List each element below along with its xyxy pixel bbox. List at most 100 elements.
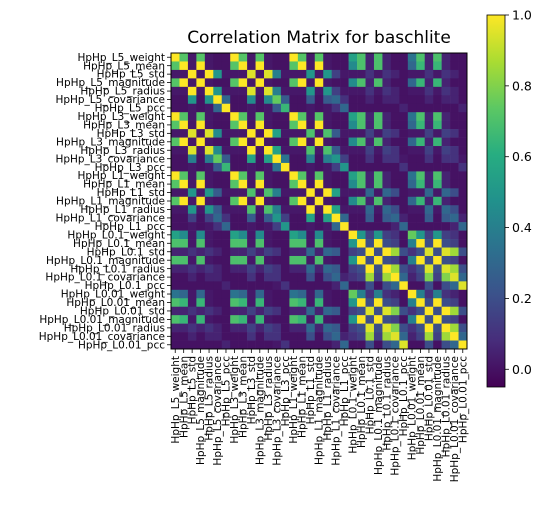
heatmap-cell bbox=[213, 213, 223, 223]
heatmap-cell bbox=[373, 129, 383, 138]
heatmap-cell bbox=[399, 95, 409, 105]
heatmap-cell bbox=[297, 154, 307, 164]
y-tick-label: HpHp_L3_magnitude bbox=[56, 136, 165, 148]
heatmap-cell bbox=[289, 146, 299, 155]
heatmap-cell bbox=[348, 95, 358, 105]
heatmap-cell bbox=[458, 222, 468, 231]
heatmap-cell bbox=[289, 272, 299, 282]
heatmap-cell bbox=[340, 95, 349, 105]
heatmap-cell bbox=[331, 332, 341, 341]
y-tick-label: HpHp_L0.01_pcc bbox=[78, 339, 165, 351]
heatmap-cell bbox=[416, 146, 426, 155]
heatmap-cell bbox=[382, 146, 392, 155]
heatmap-cell bbox=[373, 205, 383, 214]
heatmap-cell bbox=[399, 112, 409, 121]
heatmap-cell bbox=[382, 137, 392, 147]
heatmap-cell bbox=[238, 281, 248, 291]
heatmap-cell bbox=[348, 112, 358, 121]
heatmap-cell bbox=[171, 264, 180, 274]
heatmap-cell bbox=[280, 340, 290, 350]
heatmap-cell bbox=[196, 306, 206, 316]
heatmap-cell bbox=[433, 69, 442, 79]
heatmap-cell bbox=[247, 95, 256, 105]
heatmap-cell bbox=[433, 61, 442, 71]
heatmap-cell bbox=[441, 272, 451, 282]
heatmap-cell bbox=[213, 247, 223, 257]
heatmap-cell bbox=[289, 86, 299, 96]
heatmap-cell bbox=[314, 95, 324, 105]
heatmap-cell bbox=[407, 272, 417, 282]
heatmap-cell bbox=[399, 230, 409, 240]
heatmap-cell bbox=[280, 137, 290, 147]
heatmap-cell bbox=[458, 340, 468, 350]
heatmap-cell bbox=[390, 53, 400, 62]
heatmap-cell bbox=[382, 222, 392, 231]
heatmap-cell bbox=[382, 255, 392, 265]
heatmap-cell bbox=[171, 272, 180, 282]
heatmap-cell bbox=[314, 86, 324, 96]
heatmap-cell bbox=[331, 306, 341, 316]
heatmap-cell bbox=[314, 137, 324, 147]
heatmap-cell bbox=[306, 281, 316, 291]
heatmap-cell bbox=[272, 315, 282, 324]
heatmap-cell bbox=[196, 53, 206, 62]
heatmap-cell bbox=[280, 239, 290, 248]
heatmap-cell bbox=[272, 205, 282, 214]
heatmap-cell bbox=[458, 306, 468, 316]
heatmap-cell bbox=[399, 78, 409, 88]
heatmap-cell bbox=[230, 129, 239, 138]
heatmap-cell bbox=[179, 332, 189, 341]
heatmap-cell bbox=[390, 205, 400, 214]
heatmap-cell bbox=[441, 213, 451, 223]
heatmap-cell bbox=[450, 120, 459, 130]
heatmap-cell bbox=[221, 120, 231, 130]
y-tick-label: HpHp_L5_mean bbox=[83, 60, 165, 72]
x-tick-label: HpHp_L1_mean bbox=[297, 356, 309, 438]
heatmap-cell bbox=[297, 120, 307, 130]
heatmap-cell bbox=[399, 179, 409, 189]
heatmap-cell bbox=[373, 171, 383, 181]
heatmap-cell bbox=[416, 61, 426, 71]
heatmap-cell bbox=[264, 95, 273, 105]
heatmap-cell bbox=[179, 255, 189, 265]
heatmap-cell bbox=[264, 196, 273, 206]
heatmap-cell bbox=[247, 289, 256, 299]
heatmap-cell bbox=[441, 120, 451, 130]
heatmap-cell bbox=[179, 146, 189, 155]
heatmap-cell bbox=[331, 171, 341, 181]
heatmap-cell bbox=[399, 239, 409, 248]
heatmap-cell bbox=[272, 213, 282, 223]
colorbar-tick-label: 0.8 bbox=[512, 78, 532, 93]
heatmap-cell bbox=[238, 230, 248, 240]
heatmap-cell bbox=[399, 69, 409, 79]
heatmap-cell bbox=[357, 179, 366, 189]
heatmap-cell bbox=[255, 264, 265, 274]
heatmap-cell bbox=[348, 323, 358, 333]
heatmap-cell bbox=[221, 298, 231, 308]
colorbar-tick-label: 0.2 bbox=[512, 291, 532, 306]
heatmap-cell bbox=[289, 255, 299, 265]
heatmap-cell bbox=[323, 86, 332, 96]
heatmap-cell bbox=[331, 315, 341, 324]
heatmap-cell bbox=[390, 281, 400, 291]
heatmap-cell bbox=[238, 95, 248, 105]
heatmap-cell bbox=[323, 281, 332, 291]
colorbar bbox=[486, 14, 506, 388]
colorbar-tick-label: 0.4 bbox=[512, 220, 532, 235]
heatmap-cell bbox=[340, 154, 349, 164]
heatmap-cell bbox=[314, 69, 324, 79]
heatmap-cell bbox=[433, 323, 442, 333]
x-tick-label: HpHp_L5_radius bbox=[204, 356, 216, 441]
heatmap-cell bbox=[238, 78, 248, 88]
heatmap-cell bbox=[357, 171, 366, 181]
heatmap-cell bbox=[238, 289, 248, 299]
y-tick-labels: HpHp_L5_weightHpHp_L5_meanHpHp_L5_stdHpH… bbox=[39, 52, 171, 351]
heatmap-cell bbox=[179, 129, 189, 138]
heatmap-cell bbox=[424, 323, 434, 333]
heatmap-cell bbox=[272, 103, 282, 113]
heatmap-cell bbox=[331, 205, 341, 214]
heatmap-cell bbox=[213, 272, 223, 282]
heatmap-cell bbox=[390, 323, 400, 333]
heatmap-cell bbox=[416, 281, 426, 291]
heatmap-cell bbox=[382, 61, 392, 71]
